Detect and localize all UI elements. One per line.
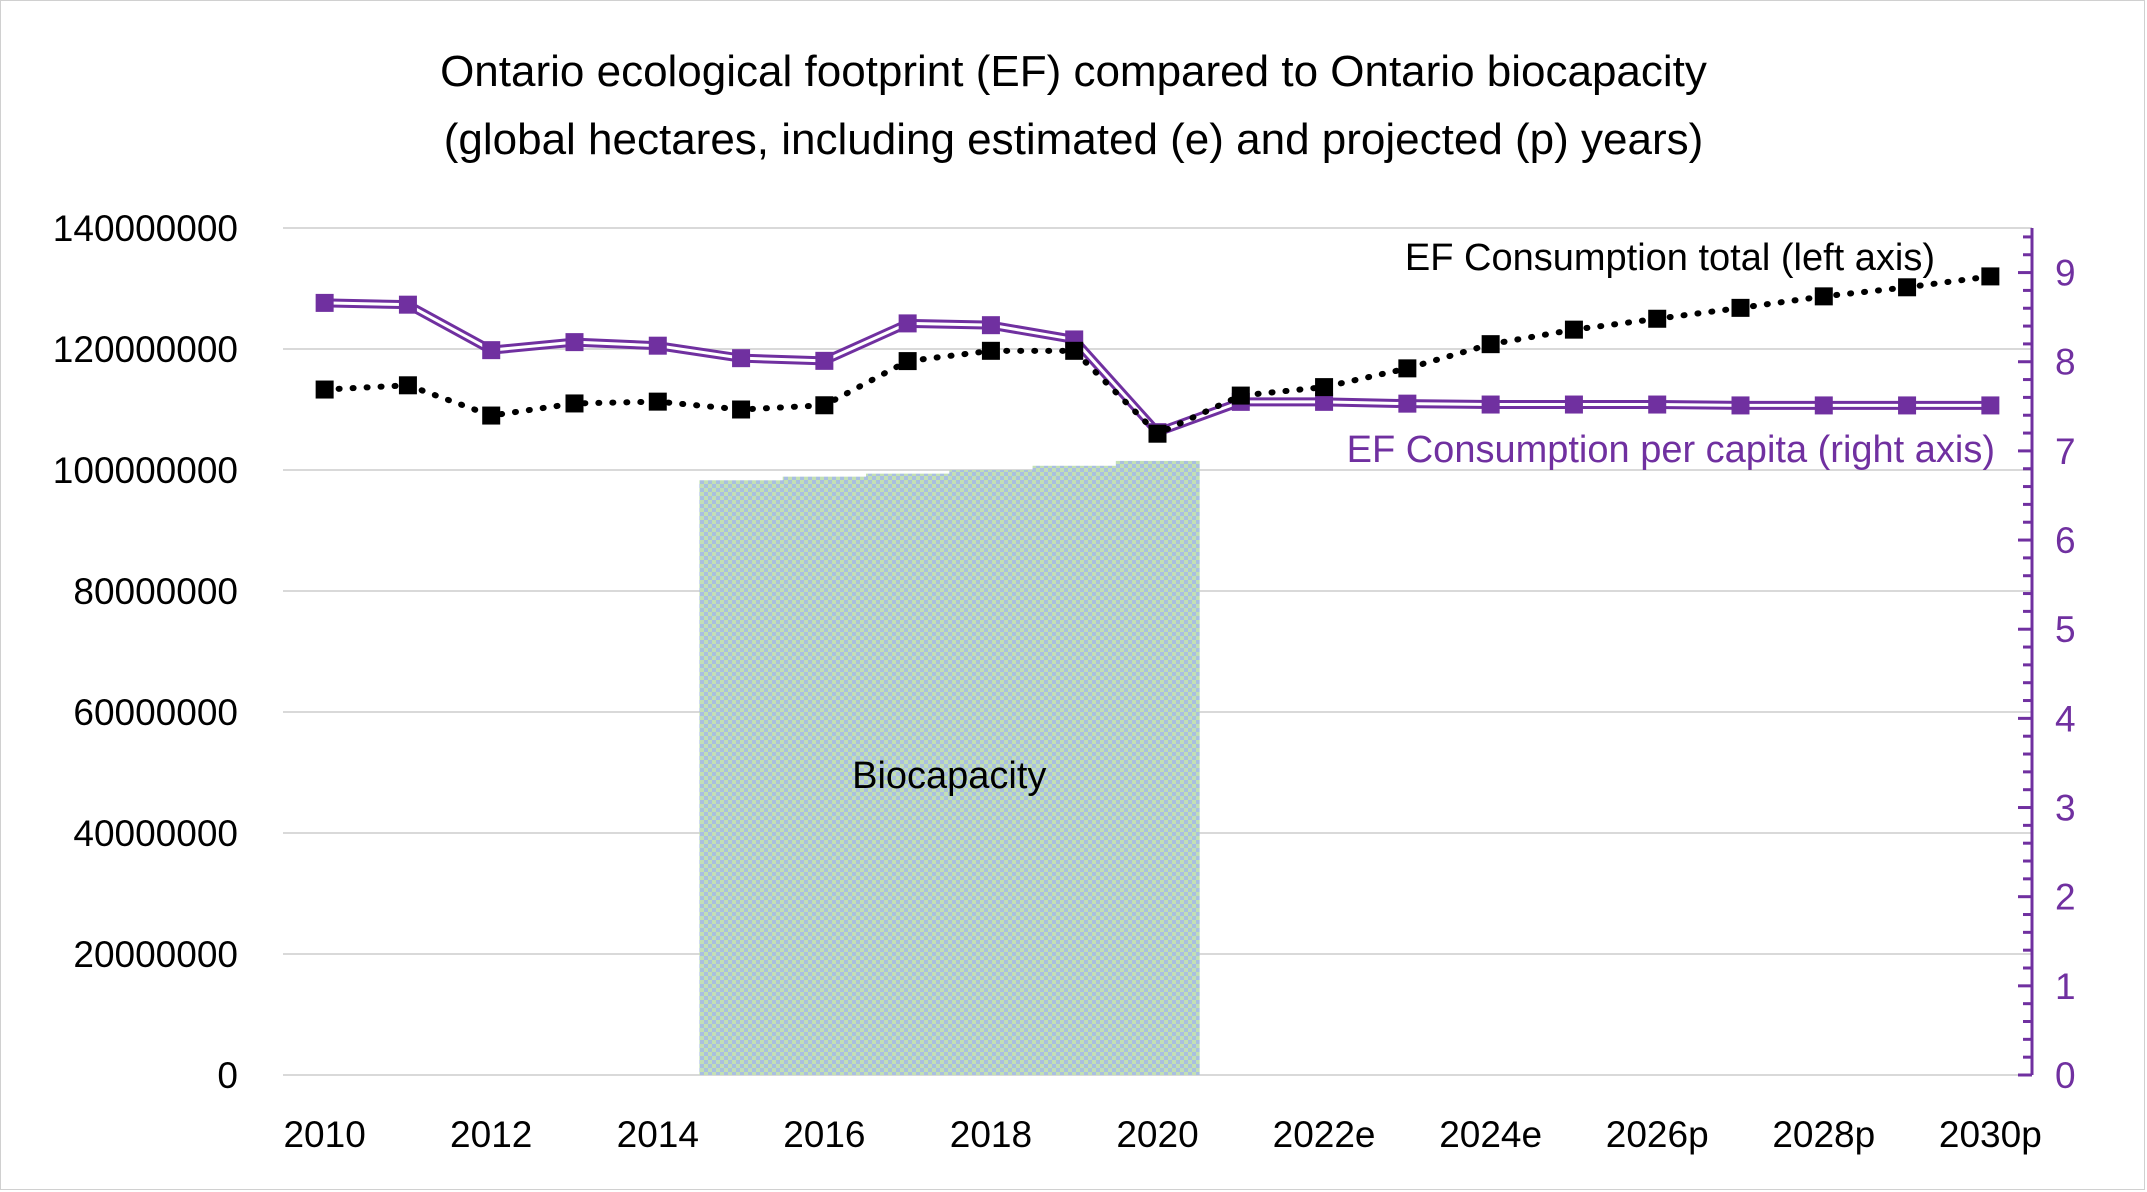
y-right-tick-label: 8 <box>2055 342 2076 383</box>
total-marker <box>1648 309 1667 328</box>
per-capita-marker <box>1814 396 1833 415</box>
y-left-tick-label: 80000000 <box>73 571 238 612</box>
total-marker <box>1731 298 1750 317</box>
x-tick-label: 2030p <box>1939 1114 2042 1155</box>
per-capita-marker <box>565 333 584 352</box>
series-lines <box>315 267 2000 443</box>
total-marker <box>815 396 834 415</box>
x-tick-label: 2014 <box>617 1114 699 1155</box>
per-capita-marker <box>981 316 1000 335</box>
per-capita-marker <box>815 351 834 370</box>
total-marker <box>1898 278 1917 297</box>
y-left-tick-label: 0 <box>217 1055 238 1096</box>
per-capita-marker <box>482 341 501 360</box>
biocapacity-area <box>699 460 1200 1075</box>
biocapacity-bar <box>866 473 950 1075</box>
total-marker <box>981 341 1000 360</box>
y-right-tick-label: 6 <box>2055 520 2076 561</box>
y-right-tick-label: 0 <box>2055 1055 2076 1096</box>
total-marker <box>1231 386 1250 405</box>
total-marker <box>482 406 501 425</box>
x-tick-label: 2012 <box>450 1114 532 1155</box>
total-series-label: EF Consumption total (left axis) <box>1405 237 1935 279</box>
per-capita-series-label: EF Consumption per capita (right axis) <box>1347 429 1995 471</box>
y-left-tick-label: 100000000 <box>53 450 238 491</box>
total-marker <box>1065 341 1084 360</box>
x-tick-label: 2024e <box>1439 1114 1542 1155</box>
y-right-tick-label: 5 <box>2055 609 2076 650</box>
chart-title: Ontario ecological footprint (EF) compar… <box>0 38 2147 174</box>
total-marker <box>1814 287 1833 306</box>
per-capita-marker <box>648 336 667 355</box>
x-tick-label: 2010 <box>283 1114 365 1155</box>
total-marker <box>315 380 334 399</box>
per-capita-marker <box>1315 392 1334 411</box>
x-tick-label: 2026p <box>1606 1114 1709 1155</box>
y-right-tick-label: 9 <box>2055 253 2076 294</box>
per-capita-marker <box>1398 394 1417 413</box>
per-capita-marker <box>1898 396 1917 415</box>
per-capita-marker <box>732 349 751 368</box>
tick-labels: 0 20000000 40000000 60000000 80000000 1000000… <box>53 208 2076 1155</box>
title-line-1: Ontario ecological footprint (EF) compar… <box>440 47 1707 96</box>
total-marker <box>398 376 417 395</box>
biocapacity-bar <box>699 480 784 1075</box>
y-left-tick-label: 40000000 <box>73 813 238 854</box>
total-marker <box>1315 378 1334 397</box>
y-right-tick-label: 2 <box>2055 877 2076 918</box>
axes <box>2018 228 2034 1077</box>
total-marker <box>1564 320 1583 339</box>
y-right-tick-label: 4 <box>2055 698 2076 739</box>
y-left-tick-label: 120000000 <box>53 329 238 370</box>
x-tick-label: 2020 <box>1116 1114 1198 1155</box>
total-marker <box>565 394 584 413</box>
biocapacity-bar <box>782 476 867 1075</box>
per-capita-marker <box>315 293 334 312</box>
y-left-tick-label: 20000000 <box>73 934 238 975</box>
per-capita-marker <box>1564 395 1583 414</box>
biocapacity-bar <box>1032 465 1117 1075</box>
y-right-tick-label: 1 <box>2055 966 2076 1007</box>
total-marker <box>1398 359 1417 378</box>
y-right-tick-label: 3 <box>2055 788 2076 829</box>
biocapacity-label: Biocapacity <box>852 755 1046 797</box>
per-capita-marker <box>1981 396 2000 415</box>
per-capita-marker <box>398 295 417 314</box>
total-marker <box>898 352 917 371</box>
per-capita-marker <box>898 314 917 333</box>
total-marker <box>1148 424 1167 443</box>
total-marker <box>1981 267 2000 286</box>
biocapacity-bar <box>1115 460 1200 1075</box>
total-marker <box>648 392 667 411</box>
biocapacity-bar <box>949 470 1034 1075</box>
title-line-2: (global hectares, including estimated (e… <box>443 115 1704 164</box>
y-left-tick-label: 60000000 <box>73 692 238 733</box>
x-tick-label: 2018 <box>950 1114 1032 1155</box>
series-annotations: Biocapacity EF Consumption total (left ax… <box>852 237 1995 797</box>
x-tick-label: 2022e <box>1273 1114 1376 1155</box>
y-right-tick-label: 7 <box>2055 431 2076 472</box>
x-tick-label: 2028p <box>1772 1114 1875 1155</box>
y-left-tick-label: 140000000 <box>53 208 238 249</box>
x-tick-label: 2016 <box>783 1114 865 1155</box>
per-capita-marker <box>1481 395 1500 414</box>
total-marker <box>1481 335 1500 354</box>
per-capita-marker <box>1648 395 1667 414</box>
per-capita-marker <box>1731 396 1750 415</box>
total-marker <box>732 400 751 419</box>
